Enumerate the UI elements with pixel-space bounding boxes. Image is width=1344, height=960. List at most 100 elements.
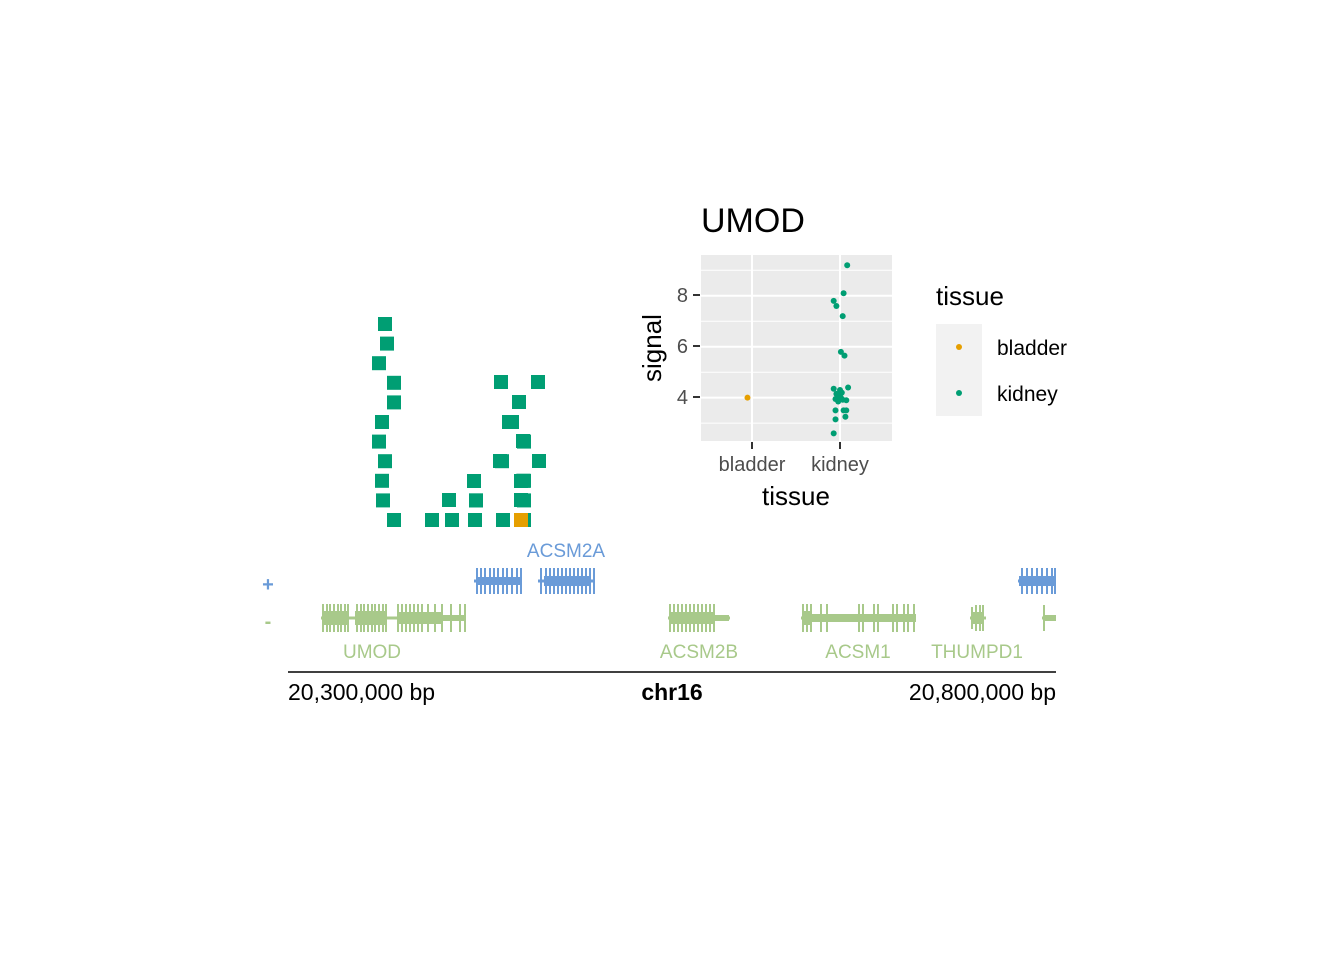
gene-model-acsm2a-b xyxy=(538,568,595,594)
inset-point-kidney xyxy=(838,389,845,396)
stack-marker-kidney xyxy=(512,395,526,409)
inset-point-kidney xyxy=(839,313,846,320)
stack-marker-kidney xyxy=(375,415,389,429)
inset-point-kidney xyxy=(832,416,839,423)
stack-marker-kidney xyxy=(378,454,392,469)
inset-point-kidney xyxy=(845,384,852,391)
stack-marker-kidney xyxy=(378,317,392,331)
stack-marker-kidney xyxy=(516,434,530,448)
gene-label-acsm2b: ACSM2B xyxy=(660,642,738,663)
gene-model-thumpd1 xyxy=(970,605,986,631)
inset-point-kidney xyxy=(843,397,850,404)
stack-marker-kidney xyxy=(442,493,456,507)
gene-label-umod: UMOD xyxy=(343,642,401,663)
gene-exon xyxy=(355,611,385,625)
stack-marker-bladder xyxy=(514,513,528,527)
gene-exon xyxy=(323,611,347,625)
inset-point-kidney xyxy=(830,385,837,392)
inset-ytick-4: 4 xyxy=(677,387,688,409)
inset-point-kidney xyxy=(844,262,851,269)
gene-exon xyxy=(1043,615,1056,621)
inset-point-kidney xyxy=(837,348,844,355)
genome-axis-chrom-label: chr16 xyxy=(641,679,702,705)
stack-marker-kidney xyxy=(387,395,401,410)
gene-exon xyxy=(385,604,387,632)
stack-marker-kidney xyxy=(469,493,483,508)
inset-xtick-kidney: kidney xyxy=(811,454,869,476)
gene-exon xyxy=(802,614,916,622)
legend: tissue bladder kidney xyxy=(936,281,1067,416)
inset-point-kidney xyxy=(833,302,840,309)
inset-plot: UMOD 8 6 4 signal bladder kidney tissue xyxy=(637,202,892,511)
inset-point-kidney xyxy=(840,290,847,297)
stack-marker-kidney xyxy=(387,513,401,527)
stack-marker-kidney xyxy=(387,375,401,390)
legend-key-kidney xyxy=(956,390,962,396)
gene-model-acsm2b xyxy=(668,604,730,632)
minus-strand-genes xyxy=(321,604,1056,632)
gene-exon xyxy=(347,604,349,632)
stack-marker-kidney xyxy=(514,474,528,488)
gene-track: + - ACSM2A UMOD ACSM2B ACSM1 THUMPD1 20,… xyxy=(262,541,1056,705)
stack-marker-kidney xyxy=(372,434,386,449)
inset-point-kidney xyxy=(830,430,837,437)
stack-marker-kidney xyxy=(494,375,508,389)
inset-points xyxy=(744,262,852,437)
inset-ytick-8: 8 xyxy=(677,285,688,307)
stack-marker-kidney xyxy=(532,454,546,468)
stack-marker-kidney xyxy=(375,473,389,488)
gene-exon xyxy=(593,568,595,594)
inset-ytick-marks xyxy=(693,294,700,398)
inset-ylabel: signal xyxy=(637,314,667,382)
inset-point-bladder xyxy=(744,394,751,401)
stack-marker-kidney xyxy=(502,415,516,429)
inset-xtick-marks xyxy=(751,442,841,449)
stack-marker-kidney xyxy=(376,493,390,508)
gene-label-acsm2a: ACSM2A xyxy=(527,541,605,562)
gene-exon xyxy=(520,568,522,594)
inset-point-kidney xyxy=(843,407,850,414)
gene-exon xyxy=(1019,576,1056,586)
gene-exon xyxy=(972,612,983,624)
gene-exon xyxy=(397,615,465,621)
inset-panel xyxy=(701,255,892,441)
legend-label-kidney: kidney xyxy=(997,383,1058,406)
stack-marker-kidney xyxy=(496,513,510,527)
legend-key-background xyxy=(936,324,982,416)
stack-marker-kidney xyxy=(468,513,482,527)
inset-title: UMOD xyxy=(701,202,805,240)
stack-marker-kidney xyxy=(372,356,386,371)
strand-minus-label: - xyxy=(265,611,272,633)
stack-marker-kidney xyxy=(380,336,394,351)
gene-exon xyxy=(669,615,729,621)
inset-point-kidney xyxy=(830,297,837,304)
gene-label-thumpd1: THUMPD1 xyxy=(931,642,1023,663)
inset-grid xyxy=(701,255,892,441)
inset-xlabel: tissue xyxy=(762,481,830,511)
inset-point-kidney xyxy=(832,407,839,414)
gene-exon xyxy=(476,577,520,585)
stack-marker-kidney xyxy=(514,493,528,507)
gene-exon xyxy=(540,568,542,594)
genome-axis-left-label: 20,300,000 bp xyxy=(288,679,435,705)
strand-plus-label: + xyxy=(262,574,274,596)
gene-model-acsm2a xyxy=(474,568,522,594)
legend-key-bladder xyxy=(956,344,962,350)
gene-model-thumpd1-end xyxy=(1042,605,1056,631)
inset-point-kidney xyxy=(835,398,842,405)
stack-marker-kidney xyxy=(531,375,545,389)
plus-strand-genes xyxy=(474,568,1056,594)
genome-axis-right-label: 20,800,000 bp xyxy=(909,679,1056,705)
gene-exon xyxy=(544,576,590,586)
stack-marker-kidney xyxy=(467,474,481,488)
inset-xtick-bladder: bladder xyxy=(719,454,786,476)
inset-point-kidney xyxy=(842,413,849,420)
gene-model-thumpd1-r xyxy=(1018,568,1056,594)
gene-model-umod xyxy=(321,604,466,632)
marker-stacks xyxy=(372,317,546,527)
stack-marker-kidney xyxy=(425,513,439,527)
stack-marker-kidney xyxy=(493,454,507,468)
inset-point-kidney xyxy=(841,352,848,359)
gene-model-acsm1 xyxy=(801,604,916,632)
